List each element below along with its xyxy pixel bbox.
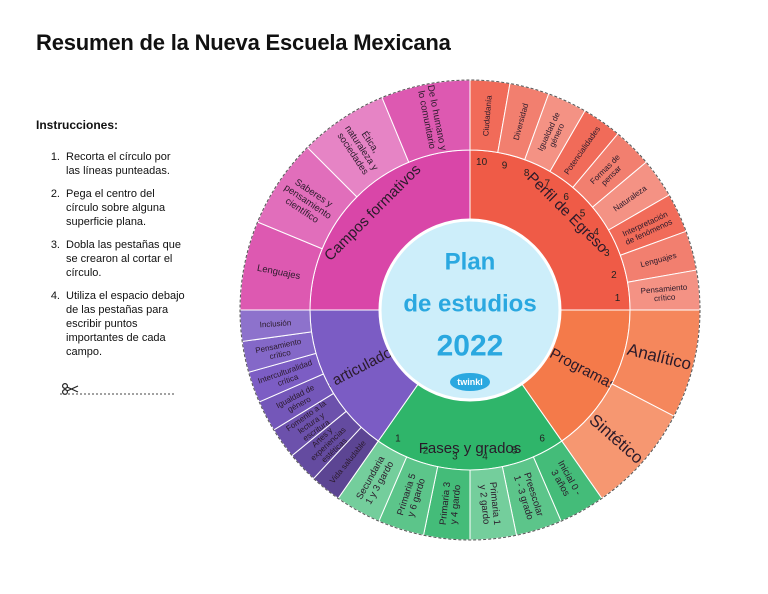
- segment-label-fases: Primaria 1y 2 gardo: [477, 481, 503, 526]
- outer-cut-line: [239, 79, 701, 541]
- perfil-number: 1: [615, 293, 621, 304]
- perfil-number: 9: [502, 161, 508, 172]
- perfil-number: 7: [545, 178, 551, 189]
- fases-number: 1: [395, 434, 401, 445]
- segment-label-fases: Primaria 3y 4 gardo: [437, 481, 463, 526]
- fases-number: 5: [512, 446, 518, 457]
- perfil-number: 8: [524, 168, 530, 179]
- step-text: Recorta el círculo por las líneas puntea…: [66, 151, 171, 177]
- cut-line: [60, 382, 176, 396]
- perfil-number: 5: [580, 208, 586, 219]
- fases-number: 4: [482, 452, 488, 463]
- step-text: Pega el centro del círculo sobre alguna …: [66, 188, 166, 228]
- page-title: Resumen de la Nueva Escuela Mexicana: [36, 30, 451, 55]
- segment-label-perfil: Pensamientocrítico: [640, 282, 689, 304]
- segment-label-perfil: Ciudadanía: [481, 94, 494, 136]
- instruction-step: 4. Utiliza el espacio debajo de las pesta…: [36, 289, 186, 359]
- twinkl-logo: [450, 373, 490, 391]
- center-circle: [378, 218, 562, 402]
- instruction-step: 3. Dobla las pestañas que se crearon al c…: [36, 238, 186, 280]
- step-number: 3.: [50, 239, 60, 251]
- perfil-number: 4: [593, 227, 599, 238]
- segment-label-ejes: Artes yexperienciasestéticas: [302, 418, 353, 468]
- perfil-number: 6: [563, 192, 569, 203]
- perfil-number: 2: [611, 270, 617, 281]
- perfil-number: 3: [604, 248, 610, 259]
- instructions-list: 1. Recorta el círculo por las líneas punt…: [36, 150, 186, 368]
- segment-label-ejes: Inclusión: [259, 318, 291, 329]
- instructions-heading: Instrucciones:: [36, 118, 119, 132]
- section-label-fases: Fases y grados: [419, 440, 522, 457]
- center-title-line1: Plan: [445, 249, 496, 276]
- instruction-step: 2. Pega el centro del círculo sobre algun…: [36, 187, 186, 229]
- step-number: 2.: [50, 188, 60, 200]
- instruction-step: 1. Recorta el círculo por las líneas punt…: [36, 150, 186, 178]
- fases-number: 2: [423, 446, 429, 457]
- step-text: Dobla las pestañas que se crearon al cor…: [66, 239, 181, 279]
- step-text: Utiliza el espacio debajo de las pestaña…: [66, 290, 185, 358]
- step-number: 4.: [50, 290, 60, 302]
- center-title-line3: 2022: [437, 330, 504, 363]
- twinkl-logo-text: twinkl: [457, 377, 483, 387]
- fases-number: 3: [452, 452, 458, 463]
- perfil-number: 10: [476, 157, 488, 168]
- center-title-line2: de estudios: [403, 291, 536, 318]
- step-number: 1.: [50, 151, 60, 163]
- fases-number: 6: [539, 434, 545, 445]
